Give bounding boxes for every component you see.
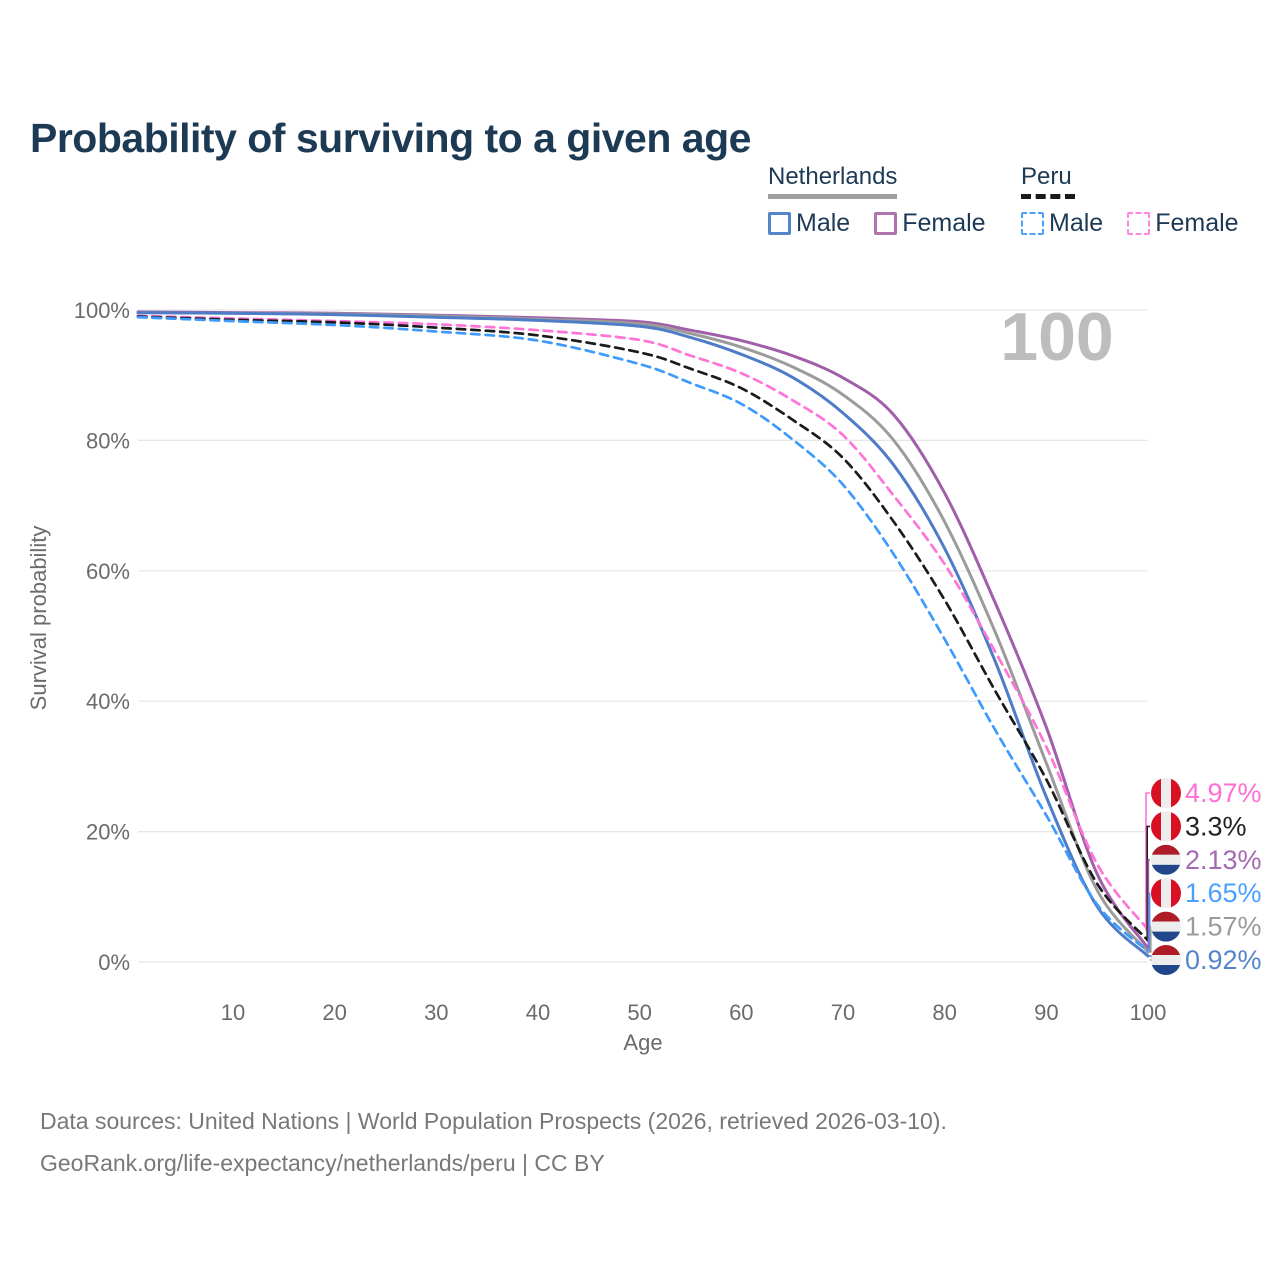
y-tick-label: 60% bbox=[86, 559, 130, 584]
peru-flag-icon bbox=[1151, 778, 1181, 808]
end-label-netherlands-female: 2.13% bbox=[1185, 845, 1262, 875]
x-tick-label: 90 bbox=[1034, 1000, 1058, 1025]
legend-item-label: Male bbox=[1049, 209, 1104, 237]
legend-country-netherlands[interactable]: Netherlands bbox=[768, 163, 898, 199]
legend-country-peru[interactable]: Peru bbox=[1021, 163, 1075, 199]
checkbox-icon[interactable] bbox=[1021, 212, 1044, 235]
peru-dashed-line-swatch bbox=[1021, 194, 1075, 199]
legend-group-peru: Peru Male Female bbox=[1021, 163, 1263, 238]
checkbox-icon[interactable] bbox=[874, 212, 898, 235]
end-label-peru-both: 3.3% bbox=[1185, 811, 1247, 841]
curve-peru-female bbox=[136, 314, 1150, 931]
netherlands-flag-icon bbox=[1151, 945, 1181, 975]
x-tick-label: 100 bbox=[1130, 1000, 1167, 1025]
age-watermark: 100 bbox=[1000, 299, 1113, 375]
x-tick-label: 80 bbox=[932, 1000, 956, 1025]
peru-flag-icon bbox=[1151, 811, 1181, 842]
checkbox-icon[interactable] bbox=[768, 212, 791, 235]
legend-toggle-netherlands-male[interactable]: Male bbox=[768, 209, 850, 238]
x-tick-label: 40 bbox=[526, 1000, 550, 1025]
legend-country-label: Peru bbox=[1021, 163, 1072, 190]
curve-netherlands-female bbox=[136, 310, 1150, 950]
x-tick-label: 10 bbox=[221, 1000, 245, 1025]
legend-item-label: Female bbox=[1155, 209, 1239, 237]
leader-line-netherlands-female bbox=[1147, 859, 1150, 949]
leader-line-netherlands-both bbox=[1148, 925, 1152, 953]
netherlands-solid-line-swatch bbox=[768, 194, 898, 199]
checkbox-icon[interactable] bbox=[1127, 212, 1151, 235]
x-axis-title: Age bbox=[623, 1030, 662, 1055]
legend-group-netherlands: Netherlands Male Female bbox=[768, 163, 1010, 238]
curve-netherlands-both bbox=[136, 311, 1150, 954]
end-label-peru-female: 4.97% bbox=[1185, 778, 1262, 808]
y-tick-label: 20% bbox=[86, 820, 130, 845]
legend-item-label: Female bbox=[902, 209, 986, 237]
y-tick-label: 100% bbox=[74, 298, 130, 323]
x-tick-label: 60 bbox=[729, 1000, 753, 1025]
x-tick-label: 30 bbox=[424, 1000, 448, 1025]
legend-toggle-peru-male[interactable]: Male bbox=[1021, 209, 1103, 238]
legend-toggle-netherlands-female[interactable]: Female bbox=[874, 209, 986, 238]
curve-peru-male bbox=[136, 315, 1150, 953]
y-tick-label: 0% bbox=[98, 950, 130, 975]
end-label-netherlands-both: 1.57% bbox=[1185, 912, 1262, 942]
netherlands-flag-icon bbox=[1151, 844, 1181, 875]
curve-netherlands-male bbox=[136, 311, 1150, 958]
x-tick-label: 20 bbox=[322, 1000, 346, 1025]
netherlands-flag-icon bbox=[1151, 911, 1181, 942]
legend-country-label: Netherlands bbox=[768, 163, 898, 190]
page-title: Probability of surviving to a given age bbox=[30, 115, 751, 162]
y-axis-title: Survival probability bbox=[26, 526, 51, 711]
georank-link[interactable]: GeoRank.org/life-expectancy/netherlands/… bbox=[40, 1150, 605, 1176]
legend-toggle-peru-female[interactable]: Female bbox=[1127, 209, 1239, 238]
end-label-peru-male: 1.65% bbox=[1185, 878, 1262, 908]
y-tick-label: 80% bbox=[86, 428, 130, 453]
x-tick-label: 70 bbox=[831, 1000, 855, 1025]
x-tick-label: 50 bbox=[627, 1000, 651, 1025]
y-tick-label: 40% bbox=[86, 689, 130, 714]
end-label-netherlands-male: 0.92% bbox=[1185, 945, 1262, 975]
curve-peru-both bbox=[136, 315, 1150, 942]
legend-item-label: Male bbox=[796, 209, 851, 237]
peru-flag-icon bbox=[1151, 878, 1181, 909]
data-sources-text: Data sources: United Nations | World Pop… bbox=[40, 1108, 947, 1134]
